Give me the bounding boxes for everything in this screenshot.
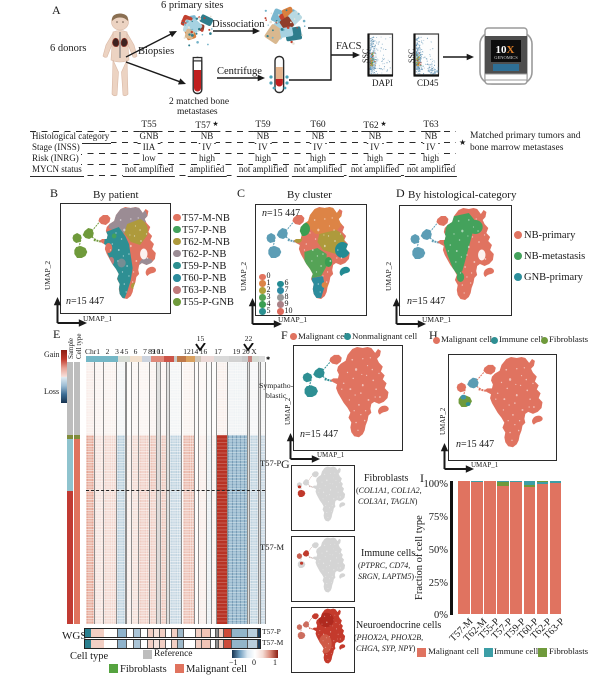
svg-text:10X: 10X [496, 44, 515, 56]
svg-text:GENOMICS: GENOMICS [494, 55, 518, 60]
